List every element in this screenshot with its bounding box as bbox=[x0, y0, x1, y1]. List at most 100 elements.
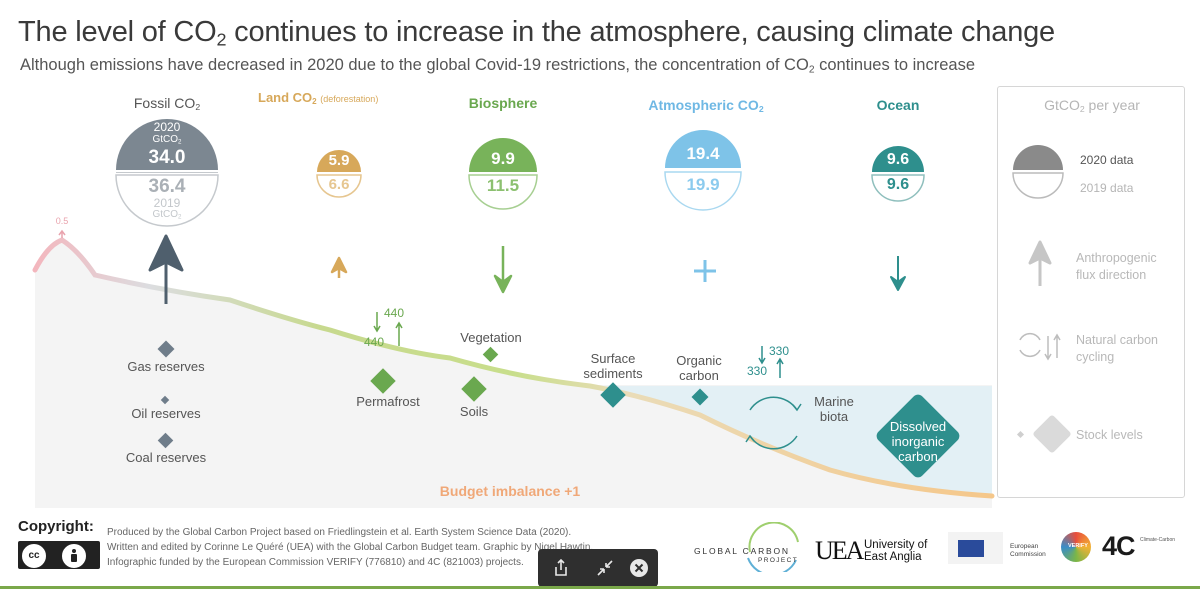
legend-2019-label: 2019 data bbox=[1080, 181, 1134, 195]
biosphere-arrow-icon bbox=[493, 246, 513, 294]
gas-reserves-label: Gas reserves bbox=[127, 359, 205, 374]
cc-by-badge: cc BY bbox=[18, 541, 100, 569]
footer-line-1: Produced by the Global Carbon Project ba… bbox=[107, 527, 572, 538]
biosphere-2020-value: 9.9 bbox=[491, 149, 515, 168]
biosphere-values-icon bbox=[468, 138, 538, 210]
permafrost-diamond-icon bbox=[370, 368, 396, 394]
legend-cycle-icon bbox=[1019, 332, 1061, 361]
ocean-2019-value: 9.6 bbox=[886, 176, 910, 193]
ocean-2020-value: 9.6 bbox=[886, 151, 910, 168]
footer-line-3: Infographic funded by the European Commi… bbox=[107, 557, 524, 568]
ec-logo bbox=[948, 532, 1003, 564]
atmos-2019-value: 19.9 bbox=[686, 175, 720, 194]
page-subtitle: Although emissions have decreased in 202… bbox=[20, 56, 976, 76]
close-button[interactable] bbox=[620, 549, 658, 587]
land-arrow-icon bbox=[330, 256, 348, 278]
gas-diamond-icon bbox=[157, 340, 175, 358]
fossil-2020-unit: GtCO2 bbox=[152, 134, 182, 146]
ocean-cycle-up-value: 330 bbox=[747, 364, 768, 378]
land-2019-value: 6.6 bbox=[328, 176, 350, 193]
viewer-toolbar bbox=[538, 549, 658, 587]
budget-imbalance-label: Budget imbalance +1 bbox=[439, 483, 581, 499]
oil-reserves-label: Oil reserves bbox=[131, 406, 201, 421]
marine-biota-cycle-icon bbox=[745, 396, 802, 450]
atmos-2020-value: 19.4 bbox=[686, 144, 720, 163]
land-2020-value: 5.9 bbox=[328, 152, 350, 169]
eu-flag-icon bbox=[958, 540, 984, 557]
footer-line-2: Written and edited by Corinne Le Quéré (… bbox=[107, 542, 594, 553]
uea-name-line1: University of bbox=[864, 539, 928, 551]
soils-label: Soils bbox=[459, 404, 489, 419]
surface-sediments-label: Surface sediments bbox=[583, 351, 643, 381]
cc-icon: cc bbox=[22, 544, 46, 568]
fossil-arrow-icon bbox=[148, 234, 184, 304]
land-cycle-up-value: 440 bbox=[364, 335, 385, 349]
collapse-arrows-icon bbox=[597, 560, 613, 576]
atmos-plus-icon bbox=[694, 260, 716, 282]
legend-natural-label: Natural carbon cycling bbox=[1076, 333, 1158, 364]
verify-label: VERIFY bbox=[1068, 543, 1088, 549]
soils-diamond-icon bbox=[461, 376, 487, 402]
oil-diamond-icon bbox=[160, 395, 170, 405]
exit-fullscreen-button[interactable] bbox=[586, 549, 624, 587]
fossil-2019-year: 2019 bbox=[153, 196, 181, 210]
fossil-2019-unit: GtCO2 bbox=[152, 209, 182, 221]
fossil-2020-year: 2020 bbox=[153, 120, 181, 134]
permafrost-label: Permafrost bbox=[356, 394, 420, 409]
bottom-accent-line bbox=[0, 586, 1200, 589]
close-icon bbox=[630, 559, 648, 577]
by-person-icon bbox=[62, 544, 86, 568]
fossil-2019-value: 36.4 bbox=[148, 176, 186, 197]
fourc-text: Climate-Carbon bbox=[1140, 537, 1176, 543]
ocean-values-icon bbox=[871, 146, 925, 202]
land-values-icon bbox=[316, 150, 362, 198]
ec-line1: European bbox=[1010, 543, 1039, 550]
legend-anthro-label: Anthropogenic flux direction bbox=[1076, 251, 1157, 282]
page-title: The level of CO2 continues to increase i… bbox=[18, 16, 1055, 50]
fourc-logo: 4C bbox=[1102, 531, 1136, 561]
ocean-header: Ocean bbox=[876, 97, 920, 113]
legend-arrow-icon bbox=[1028, 240, 1052, 286]
legend-circle-icon bbox=[1012, 145, 1064, 199]
legend-big-diamond-icon bbox=[1033, 415, 1071, 453]
fossil-header: Fossil CO2 bbox=[133, 95, 201, 113]
by-label: BY bbox=[69, 563, 78, 569]
biosphere-2019-value: 11.5 bbox=[486, 176, 520, 195]
gcp-arc-icon bbox=[747, 522, 799, 572]
vegetation-label: Vegetation bbox=[460, 330, 522, 345]
ocean-down-arrow-icon bbox=[758, 346, 766, 365]
dissolved-carbon-label: Dissolved inorganic carbon bbox=[889, 419, 947, 464]
biosphere-header: Biosphere bbox=[468, 95, 538, 111]
land-cycle-down-value: 440 bbox=[384, 306, 405, 320]
coal-diamond-icon bbox=[157, 432, 174, 449]
legend-title: GtCO2 per year bbox=[1044, 97, 1140, 115]
copyright-label: Copyright: bbox=[18, 518, 94, 535]
marine-biota-label: Marine biota bbox=[814, 394, 854, 424]
fossil-2020-value: 34.0 bbox=[148, 147, 186, 168]
atmos-values-icon bbox=[664, 130, 742, 211]
surface-sediments-diamond-icon bbox=[600, 382, 626, 408]
legend-small-diamond-icon bbox=[1016, 430, 1025, 439]
uea-mark: UEA bbox=[815, 536, 864, 565]
dissolved-diamond-icon bbox=[876, 394, 960, 478]
share-icon bbox=[555, 559, 567, 576]
land-header: Land CO2 (deforestation) bbox=[258, 90, 379, 106]
peak-value: 0.5 bbox=[55, 216, 69, 226]
organic-carbon-label: Organic carbon bbox=[676, 353, 722, 383]
land-up-arrow-icon bbox=[395, 321, 403, 346]
legend-panel bbox=[997, 86, 1185, 498]
coal-reserves-label: Coal reserves bbox=[125, 450, 207, 465]
ocean-up-arrow-icon bbox=[776, 357, 784, 378]
uea-name-line2: East Anglia bbox=[864, 551, 922, 563]
fossil-values-icon bbox=[115, 119, 219, 227]
verify-logo-icon bbox=[1061, 532, 1091, 562]
legend-stock-label: Stock levels bbox=[1076, 428, 1143, 442]
ocean-arrow-icon bbox=[890, 256, 906, 291]
land-down-arrow-icon bbox=[373, 312, 381, 333]
gcp-logo-line1: GLOBAL CARBON bbox=[694, 546, 790, 556]
organic-carbon-diamond-icon bbox=[691, 388, 709, 406]
vegetation-diamond-icon bbox=[482, 346, 499, 363]
share-button[interactable] bbox=[542, 549, 580, 587]
ocean-area bbox=[590, 386, 992, 496]
